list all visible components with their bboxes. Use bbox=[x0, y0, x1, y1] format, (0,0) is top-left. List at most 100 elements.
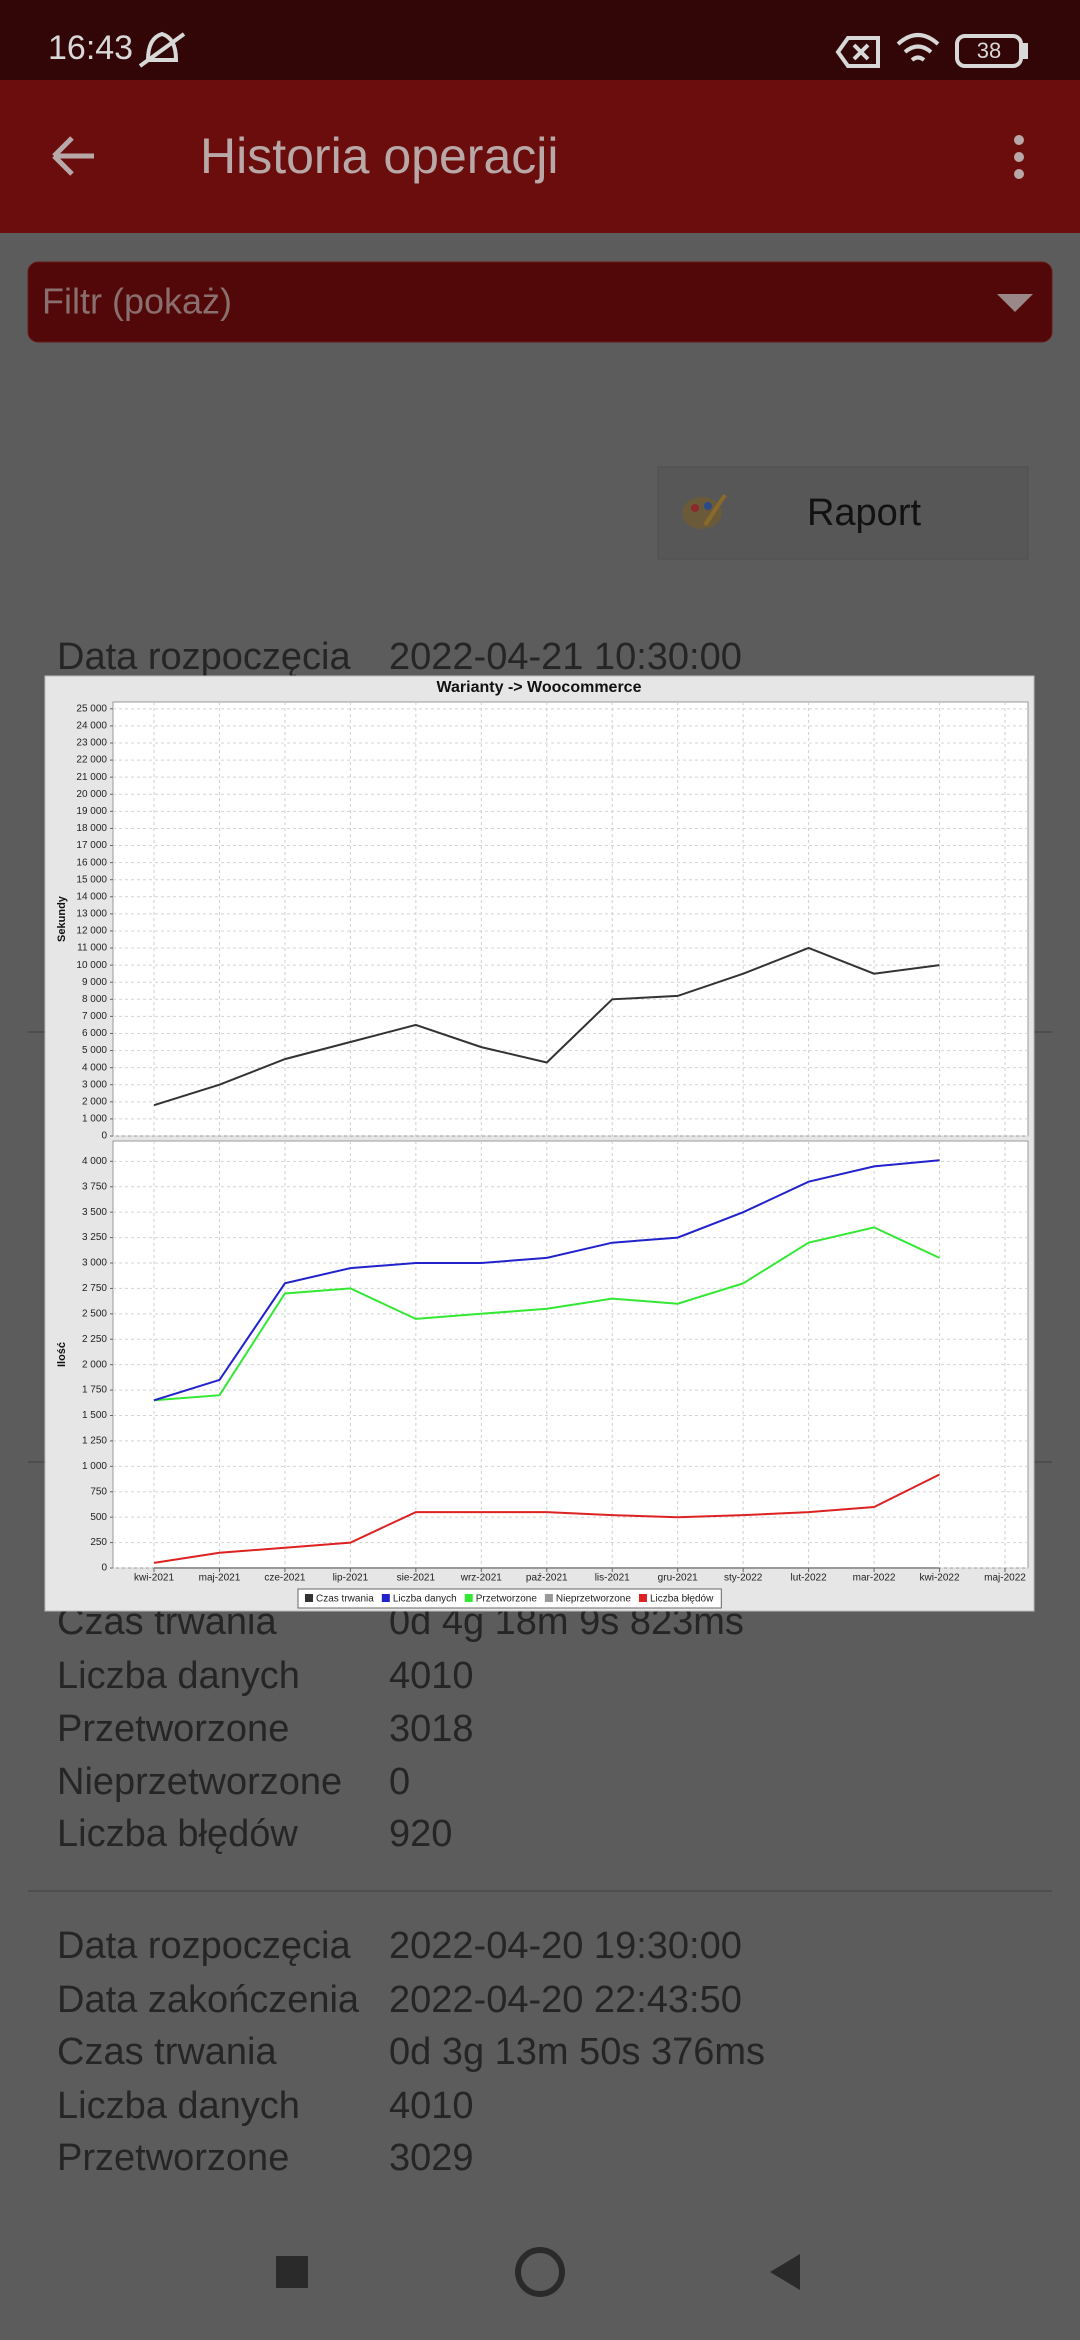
series-line bbox=[153, 1226, 940, 1402]
filter-dropdown[interactable] bbox=[27, 261, 1053, 343]
y-tick-label: 250 bbox=[90, 1537, 107, 1548]
x-tick-label: cze-2021 bbox=[264, 1573, 306, 1584]
field-value: 3018 bbox=[389, 1708, 474, 1750]
field-label: Liczba danych bbox=[57, 2085, 300, 2127]
y-tick-label: 1 000 bbox=[82, 1461, 107, 1472]
y-tick-label: 0 bbox=[101, 1563, 107, 1574]
field-label: Czas trwania bbox=[57, 2031, 277, 2073]
y-tick-label: 4 000 bbox=[82, 1156, 107, 1167]
legend-swatch bbox=[638, 1594, 647, 1602]
x-tick-label: maj-2022 bbox=[984, 1573, 1026, 1584]
x-tick-label: kwi-2022 bbox=[920, 1573, 960, 1584]
series-line bbox=[153, 1473, 940, 1564]
y-tick-label: 9 000 bbox=[82, 977, 107, 988]
legend-swatch bbox=[464, 1594, 473, 1602]
x-tick-label: lut-2022 bbox=[791, 1573, 828, 1584]
battery-level: 38 bbox=[977, 38, 1001, 63]
y-tick-label: 3 750 bbox=[82, 1181, 107, 1192]
y-tick-label: 500 bbox=[90, 1512, 107, 1523]
app-title: Historia operacji bbox=[200, 128, 558, 184]
field-label: Data zakończenia bbox=[57, 1979, 360, 2021]
y-tick-label: 24 000 bbox=[76, 721, 107, 732]
home-button[interactable] bbox=[515, 2247, 565, 2297]
y-tick-label: 2 500 bbox=[82, 1308, 107, 1319]
status-bar bbox=[0, 0, 1080, 80]
y-tick-label: 2 750 bbox=[82, 1283, 107, 1294]
legend-label: Przetworzone bbox=[476, 1594, 538, 1605]
y-tick-label: 16 000 bbox=[76, 857, 107, 868]
x-tick-label: sie-2021 bbox=[397, 1573, 436, 1584]
legend-label: Nieprzetworzone bbox=[556, 1594, 631, 1605]
y-tick-label: 0 bbox=[101, 1131, 107, 1142]
dropdown-arrow bbox=[997, 294, 1033, 312]
field-label: Liczba danych bbox=[57, 1655, 300, 1697]
y-tick-label: 17 000 bbox=[76, 840, 107, 851]
x-tick-label: lis-2021 bbox=[595, 1573, 630, 1584]
chart: 0 1 000 2 000 3 000 4 000 5 000 6 000 7 000 8 00… bbox=[56, 701, 1029, 1609]
y-tick-label: 2 250 bbox=[82, 1334, 107, 1345]
palette-icon bbox=[682, 493, 727, 529]
report-label: Raport bbox=[807, 492, 921, 534]
x-tick-label: kwi-2021 bbox=[134, 1573, 174, 1584]
x-tick-label: sty-2022 bbox=[724, 1573, 763, 1584]
back-nav-button[interactable] bbox=[770, 2254, 800, 2290]
legend-swatch bbox=[544, 1594, 553, 1602]
y-tick-label: 3 000 bbox=[82, 1258, 107, 1269]
y-tick-label: 1 250 bbox=[82, 1436, 107, 1447]
y-tick-label: 8 000 bbox=[82, 994, 107, 1005]
y-tick-label: 750 bbox=[90, 1486, 107, 1497]
legend-swatch bbox=[305, 1594, 313, 1602]
y-tick-label: 4 000 bbox=[82, 1062, 107, 1073]
legend bbox=[297, 1588, 722, 1609]
back-button[interactable] bbox=[52, 136, 94, 176]
y-axis-label: Sekundy bbox=[56, 895, 68, 942]
x-tick-label: mar-2022 bbox=[853, 1573, 896, 1584]
x-tick-label: gru-2021 bbox=[658, 1573, 698, 1584]
y-tick-label: 10 000 bbox=[76, 960, 107, 971]
menu-button[interactable] bbox=[1014, 135, 1024, 179]
field-label: Przetworzone bbox=[57, 1708, 289, 1750]
field-label: Data rozpoczęcia bbox=[57, 1925, 351, 1967]
field-value: 3029 bbox=[389, 2137, 474, 2179]
y-tick-label: 22 000 bbox=[76, 755, 107, 766]
plot-area bbox=[112, 1140, 1029, 1569]
field-value: 2022-04-20 19:30:00 bbox=[389, 1925, 742, 1967]
y-tick-label: 25 000 bbox=[76, 703, 107, 714]
plot-area bbox=[112, 701, 1029, 1137]
series-line bbox=[153, 1159, 940, 1402]
y-axis-label: Ilość bbox=[56, 1342, 68, 1367]
field-value: 2022-04-21 10:30:00 bbox=[389, 636, 742, 678]
field-label: Data rozpoczęcia bbox=[57, 636, 351, 678]
legend-label: Liczba danych bbox=[393, 1594, 457, 1605]
wifi-icon bbox=[896, 33, 940, 62]
app-bar bbox=[0, 80, 1080, 233]
y-tick-label: 1 750 bbox=[82, 1385, 107, 1396]
y-tick-label: 15 000 bbox=[76, 874, 107, 885]
mute-icon bbox=[138, 31, 186, 68]
filter-label: Filtr (pokaż) bbox=[42, 281, 232, 322]
recents-button[interactable] bbox=[276, 2256, 308, 2288]
field-value: 4010 bbox=[389, 1655, 474, 1697]
records: Data rozpoczęcia 2022-04-21 10:30:00 Czas … bbox=[57, 636, 765, 2179]
y-tick-label: 5 000 bbox=[82, 1045, 107, 1056]
y-tick-label: 19 000 bbox=[76, 806, 107, 817]
y-tick-label: 20 000 bbox=[76, 789, 107, 800]
y-tick-label: 13 000 bbox=[76, 909, 107, 920]
y-tick-label: 7 000 bbox=[82, 1011, 107, 1022]
y-tick-label: 23 000 bbox=[76, 738, 107, 749]
legend-swatch bbox=[381, 1594, 390, 1602]
field-value: 0 bbox=[389, 1761, 410, 1803]
chart-title: Warianty -> Woocommerce bbox=[437, 679, 642, 696]
status-icons bbox=[138, 31, 1028, 68]
y-tick-label: 14 000 bbox=[76, 891, 107, 902]
field-value: 2022-04-20 22:43:50 bbox=[389, 1979, 742, 2021]
y-tick-label: 3 000 bbox=[82, 1079, 107, 1090]
field-value: 4010 bbox=[389, 2085, 474, 2127]
x-tick-label: lip-2021 bbox=[333, 1573, 369, 1584]
x-tick-label: maj-2021 bbox=[199, 1573, 241, 1584]
y-tick-label: 21 000 bbox=[76, 772, 107, 783]
field-label: Przetworzone bbox=[57, 2137, 289, 2179]
legend-label: Liczba błędów bbox=[650, 1594, 714, 1605]
y-tick-label: 3 500 bbox=[82, 1207, 107, 1218]
